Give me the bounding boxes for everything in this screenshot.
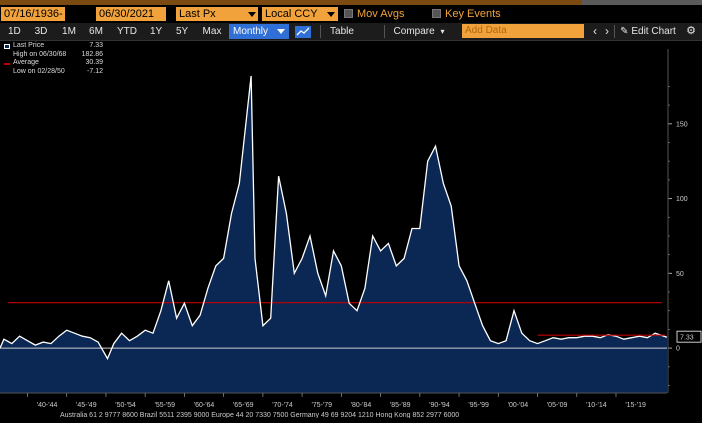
key-events-checkbox[interactable] <box>432 9 441 18</box>
price-field-label: Last Px <box>179 8 216 20</box>
price-chart: 0 50 100 150 7.33 '40-'44 '45-'49 '50-'54 '55-'5… <box>0 49 702 419</box>
footer-contacts: Australia 61 2 9777 8600 Brazil 5511 239… <box>60 412 459 418</box>
legend-average: Average 30.39 <box>3 59 103 68</box>
divider <box>614 25 615 38</box>
top-strip-right <box>582 0 702 5</box>
x-tick-label: '70-'74 <box>272 402 293 409</box>
compare-label: Compare <box>393 26 435 37</box>
area-fill <box>0 75 667 394</box>
legend-low: Low on 02/28/50 -7.12 <box>3 68 103 77</box>
key-events-label: Key Events <box>445 8 501 20</box>
period-ytd[interactable]: YTD <box>117 26 137 37</box>
x-tick-label: '75-'79 <box>311 402 332 409</box>
x-tick-label: '55-'59 <box>154 402 175 409</box>
chevron-down-icon <box>277 29 285 34</box>
edit-chart-label: Edit Chart <box>631 26 676 37</box>
edit-chart-button[interactable]: ✎ Edit Chart <box>618 24 678 39</box>
legend-low-value: -7.12 <box>87 67 103 75</box>
date-range-bar: 07/16/1936 - 06/30/2021 Last Px Local CC… <box>0 5 702 23</box>
mov-avgs-label: Mov Avgs <box>357 8 405 20</box>
x-tick-label: '90-'94 <box>429 402 450 409</box>
x-tick-label: '45-'49 <box>76 402 97 409</box>
legend-swatch <box>4 63 10 65</box>
legend-high-label: High on 06/30/68 <box>13 50 67 58</box>
table-button[interactable]: Table <box>330 26 354 37</box>
y-tick-label: 100 <box>676 196 688 203</box>
legend-high-value: 182.86 <box>81 50 103 58</box>
compare-dropdown[interactable]: Compare ▾ <box>393 24 445 39</box>
legend-swatch <box>4 44 10 49</box>
chevron-down-icon: ▾ <box>440 27 445 36</box>
plot-group: 0 50 100 150 7.33 '40-'44 '45-'49 '50-'54 '55-'5… <box>0 49 702 419</box>
x-tick-label: '15-'19 <box>625 402 646 409</box>
x-tick-label: '05-'09 <box>547 402 568 409</box>
mov-avgs-checkbox[interactable] <box>344 9 353 18</box>
x-tick-label: '95-'99 <box>468 402 489 409</box>
legend-last-price: Last Price 7.33 <box>3 42 103 51</box>
frequency-label: Monthly <box>233 26 269 37</box>
legend-last-price-label: Last Price <box>13 42 45 49</box>
last-value-tag <box>676 330 702 343</box>
x-tick-label: '40-'44 <box>37 402 58 409</box>
divider <box>384 25 385 38</box>
legend-average-label: Average <box>13 59 39 66</box>
x-tick-label: '65-'69 <box>233 402 254 409</box>
divider <box>320 25 321 38</box>
x-tick-label: '00-'04 <box>508 402 529 409</box>
frequency-dropdown[interactable]: Monthly <box>229 24 289 39</box>
chevron-down-icon <box>327 12 335 17</box>
legend: Last Price 7.33 High on 06/30/68 182.86 … <box>3 42 103 76</box>
period-1y[interactable]: 1Y <box>150 26 163 37</box>
legend-last-price-value: 7.33 <box>89 42 103 49</box>
currency-label: Local CCY <box>265 8 318 20</box>
period-max[interactable]: Max <box>202 26 222 37</box>
x-tick-label: '80-'84 <box>351 402 372 409</box>
x-tick-label: '60-'64 <box>194 402 215 409</box>
line-chart-icon <box>295 26 311 38</box>
period-1d[interactable]: 1D <box>8 26 21 37</box>
period-1m[interactable]: 1M <box>62 26 76 37</box>
top-strip <box>0 0 702 5</box>
period-6m[interactable]: 6M <box>89 26 103 37</box>
start-date-field[interactable]: 07/16/1936 <box>1 7 59 21</box>
currency-dropdown[interactable]: Local CCY <box>262 7 338 21</box>
y-tick-label: 50 <box>676 271 684 278</box>
y-tick-label: 150 <box>676 121 688 128</box>
pencil-icon: ✎ <box>620 26 629 37</box>
chart-area: 0 50 100 150 7.33 '40-'44 '45-'49 '50-'54 '55-'5… <box>0 41 702 419</box>
period-3d[interactable]: 3D <box>34 26 48 37</box>
period-5y[interactable]: 5Y <box>176 26 189 37</box>
forward-icon[interactable]: › <box>605 24 609 38</box>
legend-high: High on 06/30/68 182.86 <box>3 51 103 60</box>
y-tick-label: 0 <box>676 346 680 353</box>
legend-low-label: Low on 02/28/50 <box>13 67 65 75</box>
end-date-field[interactable]: 06/30/2021 <box>96 7 166 21</box>
x-tick-label: '85-'89 <box>390 402 411 409</box>
date-separator: - <box>59 7 65 21</box>
back-icon[interactable]: ‹ <box>593 24 597 38</box>
gear-icon[interactable]: ⚙ <box>686 25 696 37</box>
x-tick-label: '10-'14 <box>586 402 607 409</box>
last-value-label: 7.33 <box>680 335 694 342</box>
legend-average-value: 30.39 <box>85 59 103 66</box>
price-field-dropdown[interactable]: Last Px <box>176 7 258 21</box>
add-data-input[interactable]: Add Data <box>462 24 584 38</box>
line-chart-toggle[interactable] <box>293 24 313 39</box>
x-tick-label: '50-'54 <box>115 402 136 409</box>
chevron-down-icon <box>248 12 256 17</box>
toolbar: 1D 3D 1M 6M YTD 1Y 5Y Max Monthly Table … <box>0 23 702 41</box>
series-line <box>0 75 668 361</box>
